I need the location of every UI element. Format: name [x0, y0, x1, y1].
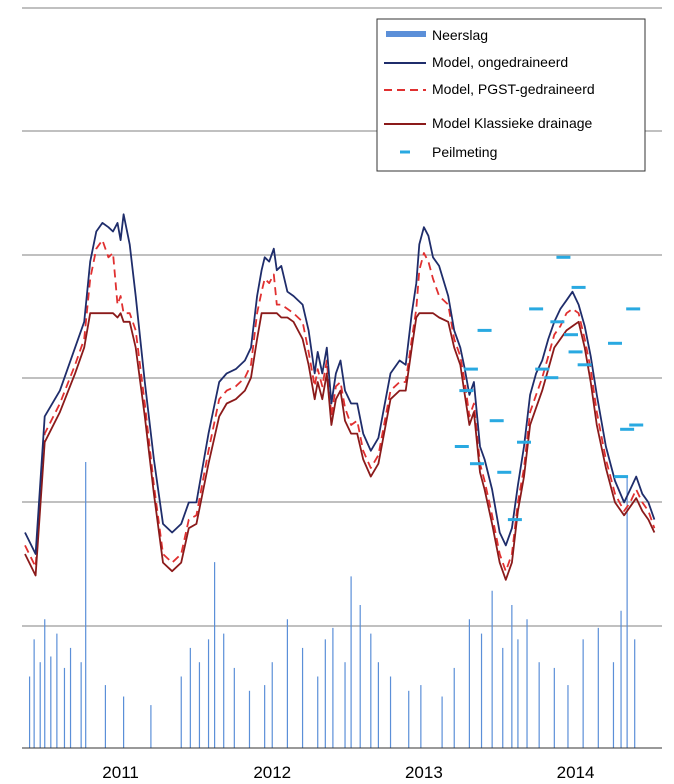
legend-label-peilmeting: Peilmeting [432, 144, 497, 160]
legend-label-neerslag: Neerslag [432, 27, 488, 43]
legend-label-klassiek: Model Klassieke drainage [432, 115, 593, 131]
peilmeting-points [454, 255, 644, 522]
legend-swatch-neerslag [386, 31, 426, 37]
x-tick-label-2011: 2011 [102, 763, 139, 782]
series-lines [24, 213, 656, 581]
legend-box [376, 18, 646, 172]
series-line-pgst [24, 239, 656, 573]
x-axis: 2011 2012 2013 2014 [22, 747, 662, 782]
grid-lines [22, 7, 662, 627]
x-tick-label-2012: 2012 [253, 763, 291, 782]
series-line-ongedraineerd [24, 213, 656, 555]
legend: Neerslag Model, ongedraineerd Model, PGS… [376, 18, 646, 172]
x-tick-label-2013: 2013 [405, 763, 443, 782]
neerslag-bars [28, 462, 636, 748]
series-line-klassiek [24, 312, 656, 581]
legend-label-ongedraineerd: Model, ongedraineerd [432, 54, 568, 70]
x-tick-label-2014: 2014 [557, 763, 595, 782]
legend-label-pgst: Model, PGST-gedraineerd [432, 81, 595, 97]
